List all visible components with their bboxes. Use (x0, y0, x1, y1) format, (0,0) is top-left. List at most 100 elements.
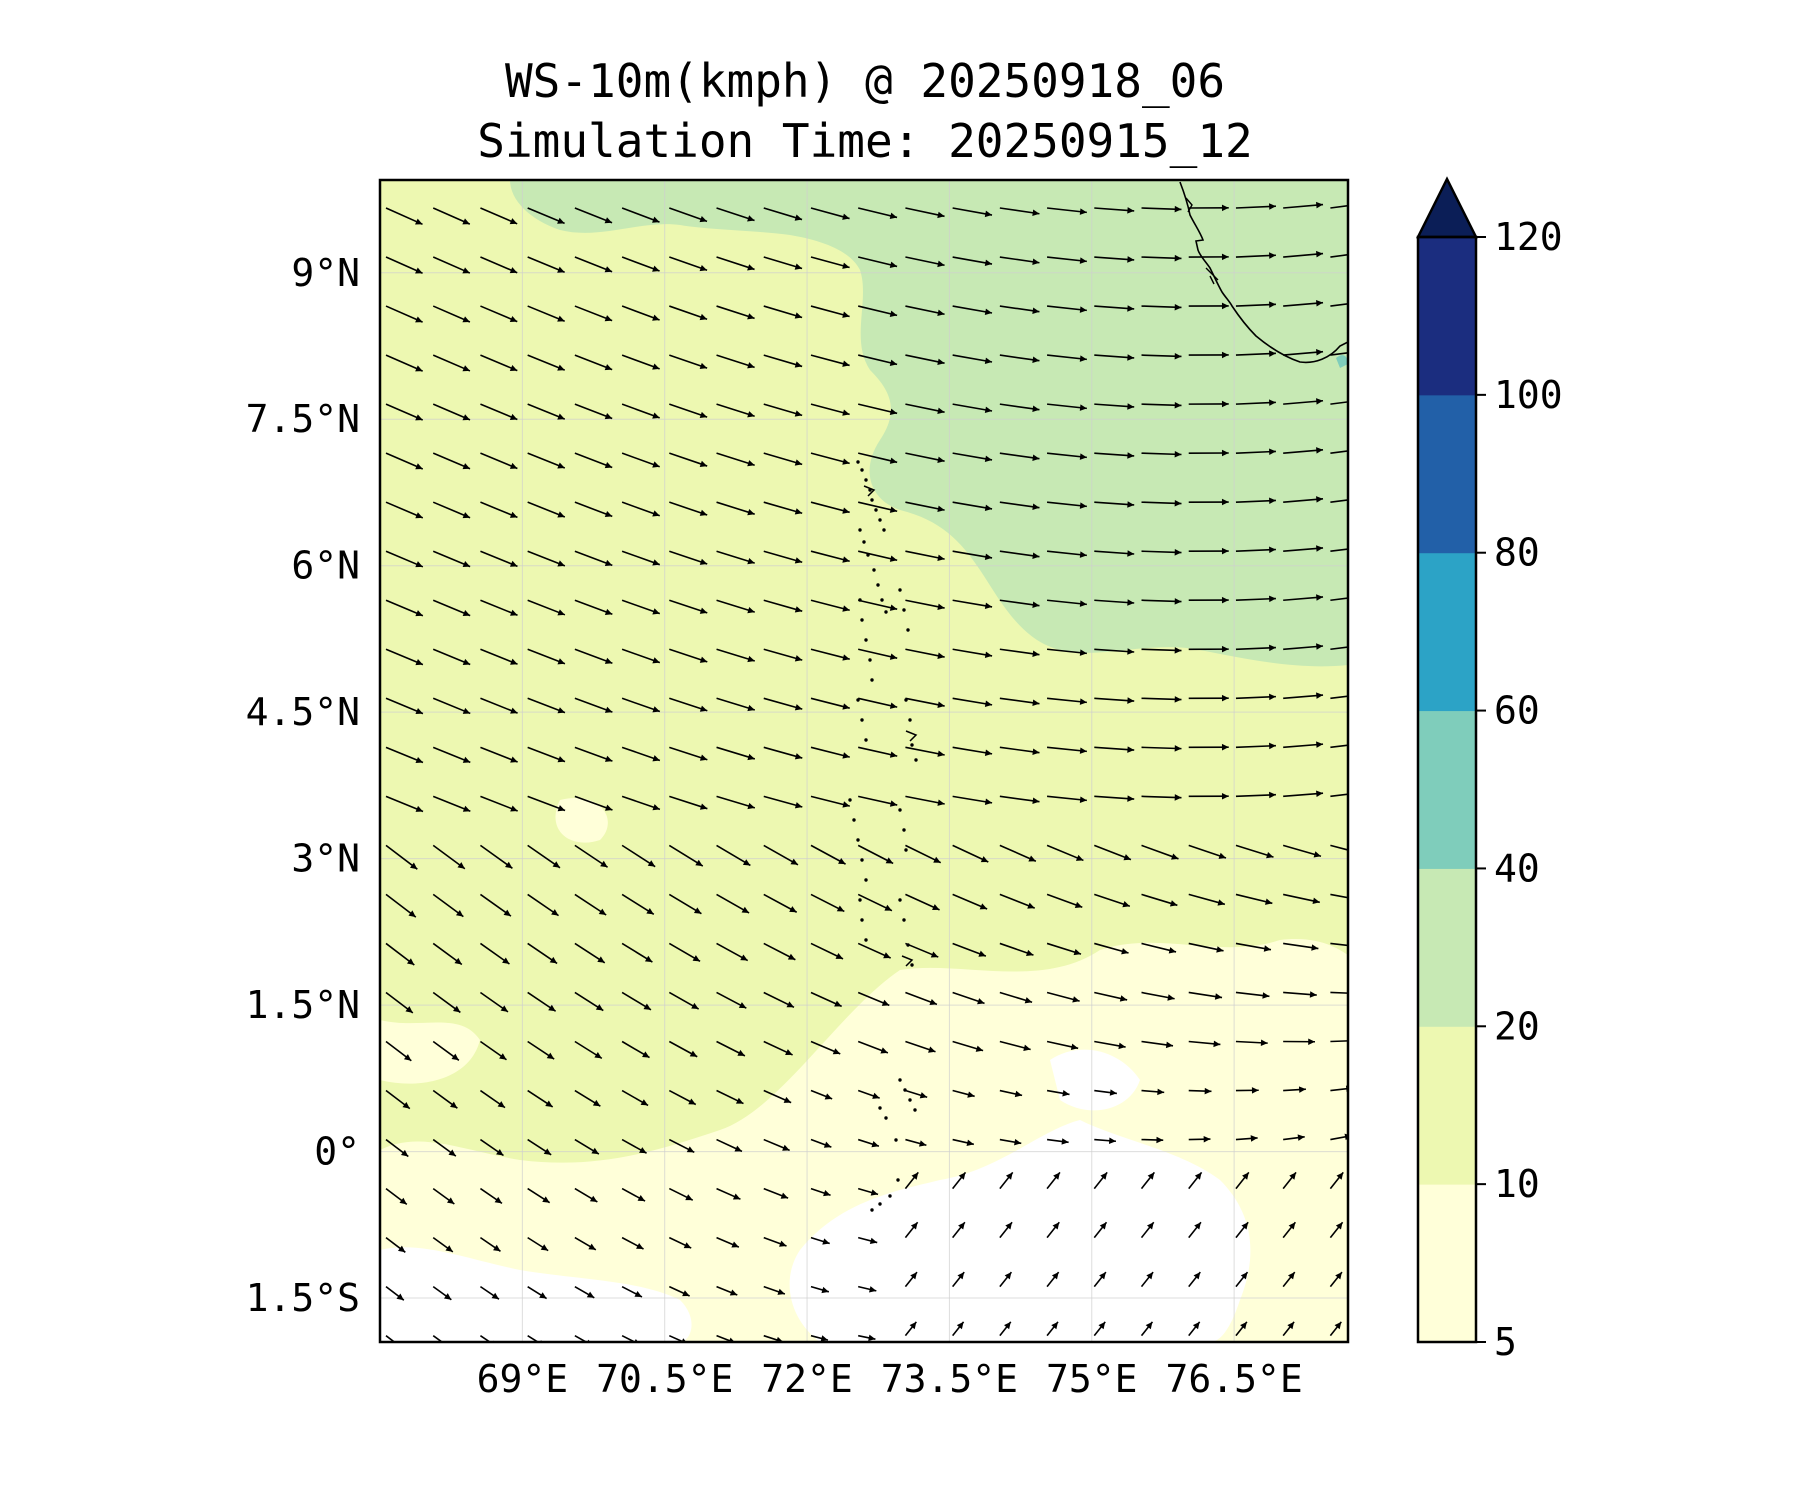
wind-vector-shaft (1330, 204, 1348, 209)
wind-vector-head (1032, 356, 1040, 363)
wind-vector-head (1028, 855, 1036, 862)
wind-vector-head (842, 703, 850, 710)
wind-vector-head (540, 1244, 549, 1251)
wind-vector-head (789, 906, 797, 913)
wind-vector-head (397, 1245, 406, 1253)
wind-vector-head (509, 413, 518, 420)
wind-vector-head (979, 903, 988, 910)
wind-vector-head (1127, 207, 1135, 214)
wind-vector-head (557, 560, 565, 567)
wind-vector-head (652, 608, 660, 615)
wind-vector-head (1156, 1136, 1164, 1144)
wind-vector-head (747, 215, 755, 222)
wind-vector-shaft (1330, 844, 1348, 851)
wind-vector-head (1287, 1272, 1295, 1280)
wind-vector-head (557, 756, 566, 763)
wind-vector-head (405, 1006, 413, 1013)
wind-vector-head (1316, 496, 1324, 503)
wind-vector-head (889, 261, 898, 269)
wind-vector-head (1269, 546, 1276, 554)
colorbar-tick-label: 40 (1494, 846, 1540, 890)
wind-vector-head (683, 1242, 692, 1249)
wind-vector-shaft (621, 1334, 637, 1342)
colorbar-segment (1418, 710, 1476, 869)
wind-vector-head (984, 553, 993, 561)
latitude-tick-label: 0° (314, 1130, 360, 1174)
atoll-islet (908, 1098, 912, 1102)
wind-vector-head (910, 1222, 918, 1230)
wind-vector-head (984, 700, 993, 707)
calm-zone-south (789, 1120, 1251, 1342)
wind-vector-head (1241, 1222, 1249, 1230)
wind-vector-head (604, 315, 613, 322)
wind-vector-shaft (1330, 253, 1348, 258)
wind-vector-shaft (1330, 695, 1348, 700)
wind-vector-head (548, 1004, 556, 1012)
wind-vector-head (1213, 1040, 1221, 1048)
colorbar-tick-label: 10 (1494, 1162, 1540, 1206)
wind-vector-head (1221, 400, 1229, 408)
wind-vector-head (747, 753, 755, 761)
wind-vector-head (685, 1194, 693, 1201)
wind-vector-head (1355, 1037, 1362, 1044)
wind-vector-head (731, 1241, 739, 1248)
wind-vector-head (557, 609, 565, 616)
wind-vector-head (842, 605, 850, 612)
wind-vector-head (1079, 404, 1087, 411)
atoll-islet (902, 918, 906, 922)
wind-vector-head (1174, 500, 1182, 507)
wind-vector-head (1316, 250, 1324, 258)
atoll-islet (898, 588, 902, 592)
wind-vector-head (1363, 691, 1370, 697)
wind-vector-head (824, 1093, 833, 1100)
wind-vector-head (1079, 502, 1087, 509)
wind-vector-head (1297, 1134, 1305, 1141)
wind-vector-head (881, 999, 890, 1006)
wind-vector-head (937, 652, 945, 659)
wind-vector-head (1217, 899, 1225, 906)
wind-vector-head (1127, 256, 1135, 263)
wind-vector-head (1174, 598, 1182, 605)
wind-vector-head (462, 707, 471, 714)
wind-vector-head (919, 1092, 928, 1099)
wind-vector-head (729, 1289, 738, 1296)
wind-vector-head (883, 952, 891, 959)
wind-vector-head (1051, 1272, 1059, 1280)
wind-vector-head (457, 862, 465, 869)
wind-vector-head (1312, 897, 1320, 905)
wind-vector-head (652, 706, 660, 713)
wind-vector-head (604, 510, 613, 518)
wind-vector-head (604, 755, 613, 762)
atoll-reef (863, 485, 876, 497)
wind-vector-head (1316, 692, 1324, 699)
wind-vector-head (872, 1092, 880, 1099)
wind-vector-head (443, 1293, 452, 1300)
wind-vector-head (1174, 451, 1182, 458)
wind-vector-shaft (1330, 1040, 1348, 1043)
wind-vector-head (549, 956, 558, 964)
atoll-islet (902, 828, 906, 832)
wind-vector-head (889, 212, 898, 220)
wind-vector-head (415, 218, 423, 225)
wind-vector-head (1145, 1321, 1153, 1330)
wind-vector-head (958, 1222, 965, 1230)
wind-vector-head (984, 798, 993, 805)
atoll-islet (870, 1208, 874, 1212)
wind-vector-head (1032, 748, 1040, 755)
wind-vector-head (682, 1290, 690, 1297)
latitude-tick-label: 9°N (291, 251, 360, 295)
wind-vector-head (403, 1054, 412, 1061)
wind-vector-head (510, 756, 518, 763)
wind-vector-head (1079, 698, 1087, 705)
wind-vector-head (1311, 944, 1319, 951)
wind-vector-head (1127, 697, 1135, 704)
wind-vector-head (510, 707, 518, 714)
wind-vector-head (880, 1047, 888, 1054)
wind-vector-head (1075, 854, 1084, 861)
atoll-islet (904, 848, 908, 852)
atoll-islet (864, 938, 868, 942)
wind-vector-head (1127, 795, 1135, 802)
wind-vector-head (545, 1100, 553, 1107)
wind-vector-head (1221, 449, 1229, 457)
wind-vector-head (747, 704, 755, 712)
